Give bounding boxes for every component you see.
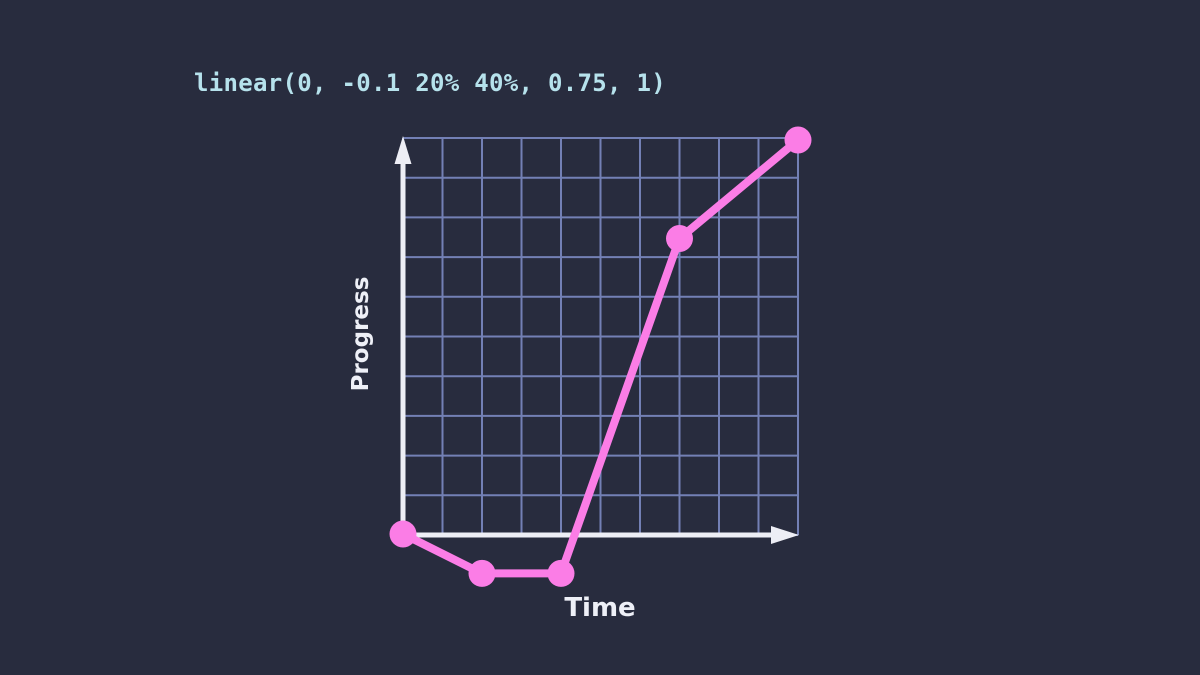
data-point-marker	[389, 520, 417, 548]
data-point-marker	[547, 559, 575, 587]
data-point-marker	[468, 559, 496, 587]
x-axis-label: Time	[564, 593, 636, 623]
y-axis-arrowhead-icon	[394, 136, 412, 164]
x-axis-arrowhead-icon	[771, 526, 799, 544]
data-point-marker	[666, 225, 693, 252]
y-axis-label: Progress	[348, 276, 374, 392]
easing-function-expression: linear(0, -0.1 20% 40%, 0.75, 1)	[194, 69, 666, 97]
data-point-marker	[784, 126, 812, 154]
